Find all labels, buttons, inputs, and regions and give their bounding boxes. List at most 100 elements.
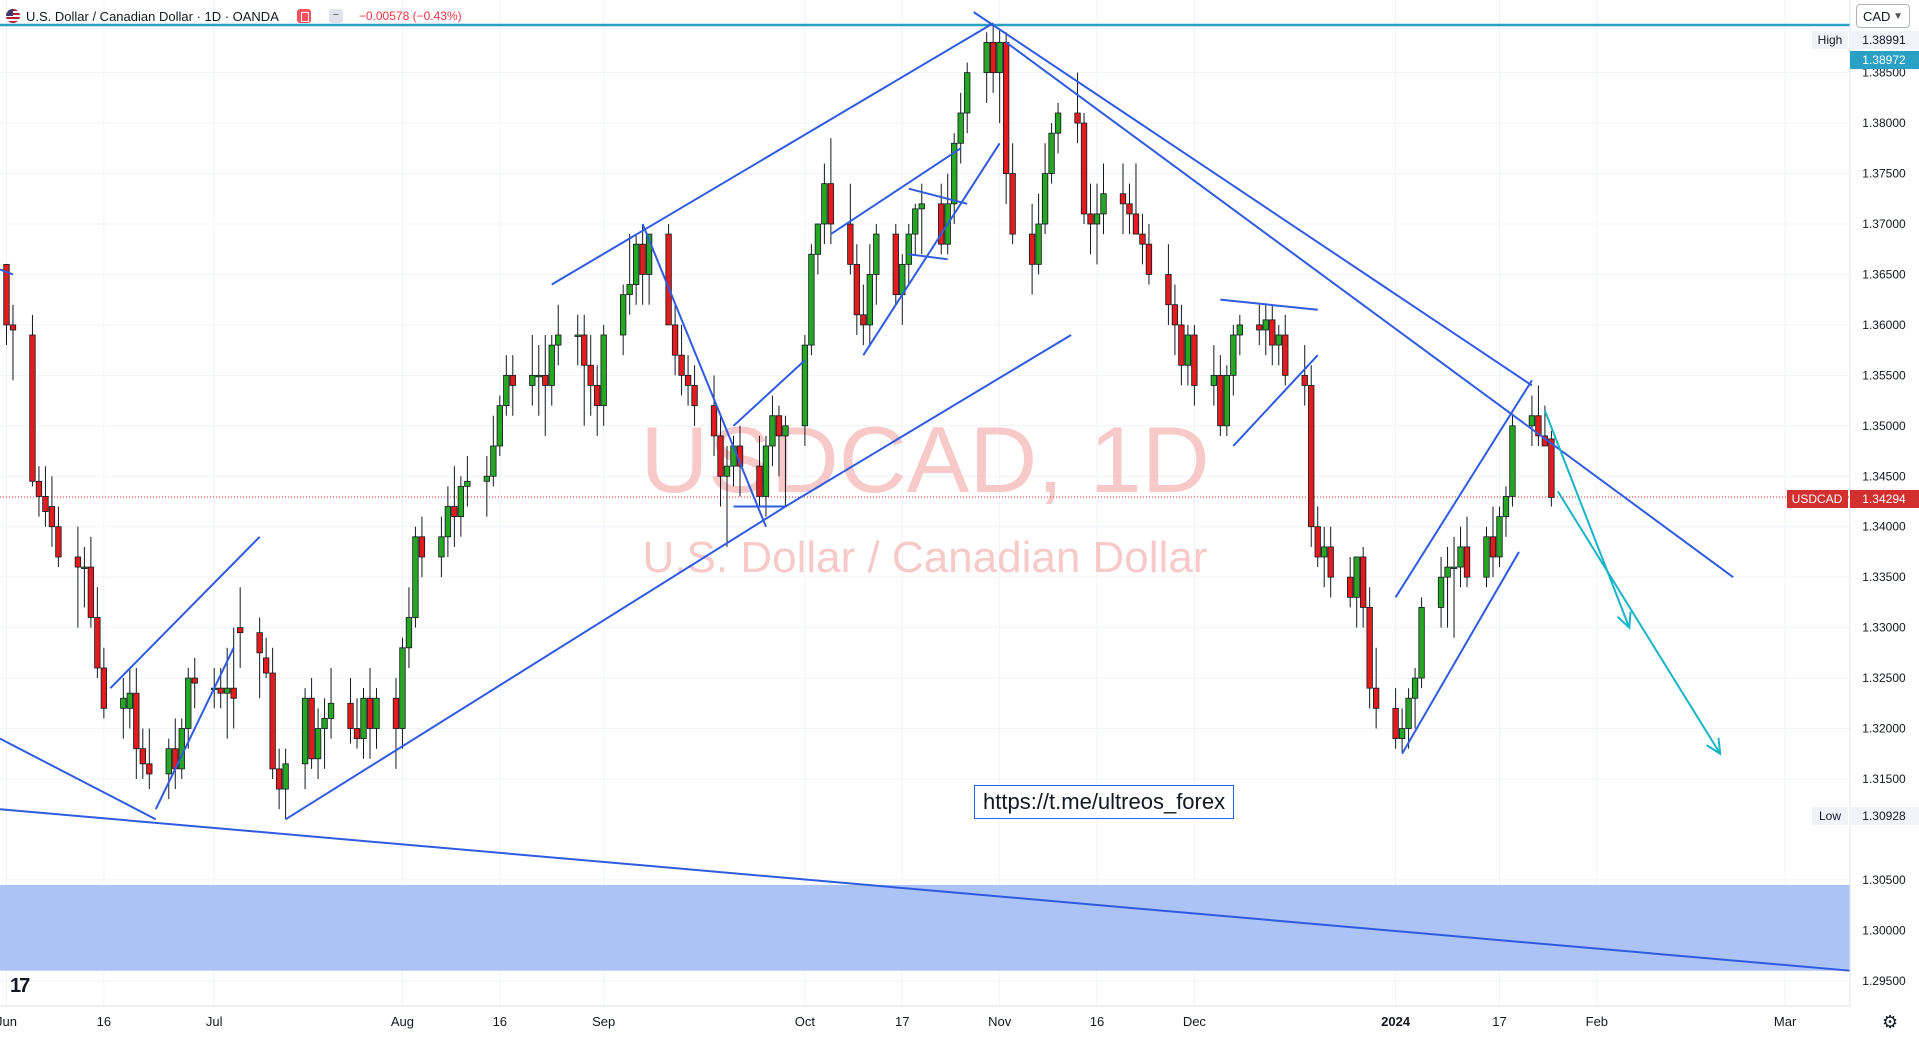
candle-down <box>1217 374 1224 427</box>
candle-up <box>762 445 770 497</box>
main-resistance-2 <box>1005 41 1734 578</box>
time-scale-panel[interactable] <box>0 1006 1919 1038</box>
time-tick-label: Mar <box>1774 1014 1797 1029</box>
candle-down <box>217 687 224 694</box>
last-symbol: USDCAD <box>1792 492 1843 506</box>
candle-up <box>503 374 510 407</box>
candle-down <box>1145 243 1153 275</box>
candle-up <box>1437 576 1445 608</box>
chart-grid <box>0 0 1850 1006</box>
candle-down <box>710 405 718 437</box>
candle-up <box>1483 536 1490 578</box>
candle-up <box>873 233 880 275</box>
candle-down <box>587 364 594 386</box>
candle-up <box>1418 607 1425 679</box>
trendlines-layer <box>0 11 1851 972</box>
candle-up <box>1093 213 1101 225</box>
candle-up <box>1041 173 1049 225</box>
candle-up <box>1502 496 1510 518</box>
candle-up <box>464 480 471 487</box>
candle-down <box>1347 576 1354 598</box>
alert-icon[interactable] <box>296 9 311 23</box>
time-tick-label: 17 <box>1492 1014 1506 1029</box>
currency-selector[interactable]: CAD ▼ <box>1856 4 1910 28</box>
candle-down <box>139 748 146 765</box>
candle-down <box>1327 546 1334 578</box>
candle-down <box>3 263 10 326</box>
candles-layer <box>3 23 1555 820</box>
candle-down <box>1548 438 1555 498</box>
high-line-value-bg <box>1850 51 1919 69</box>
candle-up <box>405 617 413 649</box>
candle-down <box>1087 213 1094 225</box>
price-tick-label: 1.30500 <box>1862 873 1906 887</box>
candle-down <box>853 263 861 316</box>
time-tick-label: Oct <box>795 1014 816 1029</box>
candle-down <box>87 566 95 618</box>
candle-down <box>353 728 361 740</box>
candle-up <box>1457 546 1464 568</box>
jan-channel-bottom <box>1401 551 1520 755</box>
price-tick-label: 1.38500 <box>1862 66 1906 80</box>
candle-down <box>146 763 153 775</box>
candle-up <box>1048 132 1055 174</box>
gear-icon[interactable]: ⚙ <box>1882 1012 1899 1032</box>
candle-up <box>1100 193 1107 215</box>
candle-up <box>1528 415 1536 427</box>
price-scale-panel[interactable] <box>1850 0 1919 1038</box>
candle-down <box>989 41 997 74</box>
candle-down <box>684 374 692 386</box>
candle-down <box>256 632 263 654</box>
candle-down <box>1463 546 1471 578</box>
price-tick-label: 1.36000 <box>1862 318 1906 332</box>
candle-down <box>366 697 374 729</box>
candle-down <box>1178 324 1185 366</box>
time-tick-label: 2024 <box>1381 1014 1411 1029</box>
symbol-legend[interactable]: U.S. Dollar / Canadian Dollar · 1D · OAN… <box>6 5 462 27</box>
price-tick-label: 1.33000 <box>1862 621 1906 635</box>
price-tick-label: 1.32500 <box>1862 671 1906 685</box>
candle-down <box>1256 324 1263 331</box>
last-symbol-bg <box>1787 490 1848 508</box>
chevron-down-icon: ▼ <box>1893 11 1903 22</box>
minus-icon[interactable]: − <box>328 9 343 23</box>
candle-up <box>81 566 88 569</box>
candle-up <box>483 475 491 482</box>
candle-up <box>301 697 309 765</box>
candle-up <box>912 208 919 235</box>
candle-up <box>360 697 367 740</box>
candle-up <box>490 445 497 477</box>
time-tick-label: Nov <box>988 1014 1012 1029</box>
candle-down <box>1489 536 1497 558</box>
symbol-title[interactable]: U.S. Dollar / Canadian Dollar · 1D · OAN… <box>26 8 279 24</box>
telegram-link[interactable]: https://t.me/ultreos_forex <box>974 785 1235 819</box>
candle-up <box>1184 334 1192 366</box>
candle-up <box>444 506 452 538</box>
candle-up <box>1405 697 1412 729</box>
candle-up <box>1411 677 1419 699</box>
candle-up <box>438 536 445 558</box>
candle-down <box>1165 274 1172 306</box>
time-tick-label: 16 <box>493 1014 507 1029</box>
candle-up <box>373 697 380 729</box>
candle-down <box>451 506 458 518</box>
candle-down <box>671 324 679 356</box>
candle-down <box>639 243 646 275</box>
candle-down <box>55 526 62 558</box>
candle-up <box>626 284 633 296</box>
candle-down <box>1301 374 1308 386</box>
candle-up <box>1450 566 1458 569</box>
candle-up <box>619 294 627 336</box>
oct-support <box>784 334 1072 508</box>
oct-channel-top <box>830 147 962 235</box>
candle-up <box>1262 319 1269 331</box>
candle-up <box>600 334 607 407</box>
oct-triangle-a <box>908 187 968 205</box>
sep-flag <box>732 359 806 427</box>
candle-up <box>496 405 503 447</box>
support-big <box>0 808 1851 972</box>
time-tick-label: Feb <box>1586 1014 1608 1029</box>
candle-up <box>1054 112 1062 134</box>
candle-down <box>827 183 835 225</box>
